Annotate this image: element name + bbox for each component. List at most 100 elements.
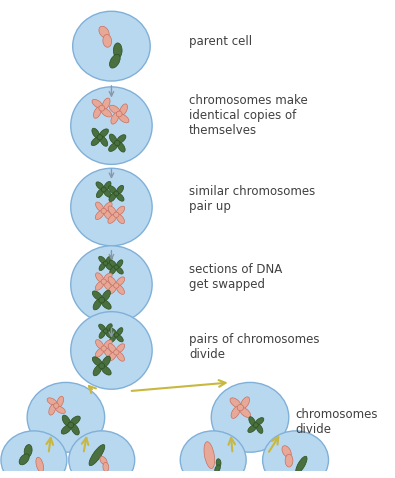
Ellipse shape <box>27 382 105 452</box>
Ellipse shape <box>109 193 116 202</box>
Ellipse shape <box>108 277 117 286</box>
Ellipse shape <box>116 344 125 353</box>
Ellipse shape <box>97 135 102 140</box>
Ellipse shape <box>231 406 240 418</box>
Ellipse shape <box>55 406 65 413</box>
Ellipse shape <box>103 281 112 291</box>
Ellipse shape <box>49 404 56 415</box>
Ellipse shape <box>47 398 57 405</box>
Ellipse shape <box>92 128 100 138</box>
Ellipse shape <box>114 350 119 355</box>
Ellipse shape <box>101 279 106 284</box>
Ellipse shape <box>92 357 102 366</box>
Ellipse shape <box>115 141 120 146</box>
Ellipse shape <box>256 424 263 434</box>
Ellipse shape <box>101 208 106 214</box>
Ellipse shape <box>99 324 106 331</box>
Ellipse shape <box>103 189 111 197</box>
Ellipse shape <box>108 214 117 223</box>
Ellipse shape <box>103 348 112 358</box>
Ellipse shape <box>96 273 104 282</box>
Ellipse shape <box>99 330 105 338</box>
Ellipse shape <box>100 456 107 465</box>
Ellipse shape <box>103 34 112 47</box>
Ellipse shape <box>109 134 117 144</box>
Ellipse shape <box>254 423 258 427</box>
Ellipse shape <box>93 299 102 310</box>
Ellipse shape <box>109 105 120 114</box>
Ellipse shape <box>116 193 124 201</box>
Ellipse shape <box>105 331 113 338</box>
Ellipse shape <box>108 206 117 216</box>
Text: similar chromosomes
pair up: similar chromosomes pair up <box>189 185 315 213</box>
Ellipse shape <box>111 113 118 124</box>
Ellipse shape <box>116 111 122 117</box>
Ellipse shape <box>110 266 116 274</box>
Text: chromosomes
divide: chromosomes divide <box>295 408 378 436</box>
Ellipse shape <box>92 99 103 108</box>
Ellipse shape <box>101 108 111 117</box>
Ellipse shape <box>93 365 102 376</box>
Ellipse shape <box>103 261 108 265</box>
Ellipse shape <box>57 396 64 407</box>
Ellipse shape <box>1 431 67 478</box>
Ellipse shape <box>296 456 307 473</box>
Text: parent cell: parent cell <box>189 35 252 48</box>
Ellipse shape <box>102 356 110 367</box>
Ellipse shape <box>116 267 123 274</box>
Ellipse shape <box>241 397 250 409</box>
Ellipse shape <box>109 143 118 152</box>
Ellipse shape <box>99 363 105 369</box>
Ellipse shape <box>114 212 119 217</box>
Ellipse shape <box>248 425 256 433</box>
Ellipse shape <box>282 445 291 457</box>
Ellipse shape <box>108 285 117 294</box>
Ellipse shape <box>116 214 124 224</box>
Ellipse shape <box>99 297 105 303</box>
Ellipse shape <box>62 415 70 426</box>
Text: sections of DNA
get swapped: sections of DNA get swapped <box>189 263 282 291</box>
Ellipse shape <box>103 210 112 220</box>
Ellipse shape <box>71 168 152 246</box>
Ellipse shape <box>19 454 29 465</box>
Ellipse shape <box>99 26 109 38</box>
Ellipse shape <box>117 185 124 194</box>
Ellipse shape <box>120 104 128 115</box>
Ellipse shape <box>116 206 125 215</box>
Ellipse shape <box>204 442 214 468</box>
Ellipse shape <box>101 346 106 351</box>
Ellipse shape <box>99 256 106 263</box>
Ellipse shape <box>116 327 123 336</box>
Ellipse shape <box>99 129 109 138</box>
Ellipse shape <box>117 135 126 143</box>
Ellipse shape <box>73 11 150 81</box>
Ellipse shape <box>101 366 111 375</box>
Ellipse shape <box>216 459 221 467</box>
Ellipse shape <box>255 418 264 425</box>
Ellipse shape <box>249 417 256 426</box>
Ellipse shape <box>54 403 59 408</box>
Ellipse shape <box>237 404 243 411</box>
Ellipse shape <box>106 324 112 332</box>
Ellipse shape <box>118 114 129 123</box>
Ellipse shape <box>71 312 152 389</box>
Ellipse shape <box>96 340 104 349</box>
Ellipse shape <box>106 256 112 264</box>
Ellipse shape <box>101 300 111 309</box>
Ellipse shape <box>101 187 106 192</box>
Ellipse shape <box>105 263 113 270</box>
Ellipse shape <box>95 210 104 219</box>
Ellipse shape <box>99 105 105 111</box>
Ellipse shape <box>109 328 117 335</box>
Ellipse shape <box>95 348 104 357</box>
Ellipse shape <box>116 352 124 361</box>
Ellipse shape <box>68 422 73 428</box>
Ellipse shape <box>240 407 251 417</box>
Text: pairs of chromosomes
divide: pairs of chromosomes divide <box>189 333 320 360</box>
Ellipse shape <box>108 352 117 361</box>
Ellipse shape <box>180 431 246 478</box>
Ellipse shape <box>263 431 329 478</box>
Ellipse shape <box>109 260 117 268</box>
Ellipse shape <box>24 445 32 457</box>
Ellipse shape <box>96 202 104 212</box>
